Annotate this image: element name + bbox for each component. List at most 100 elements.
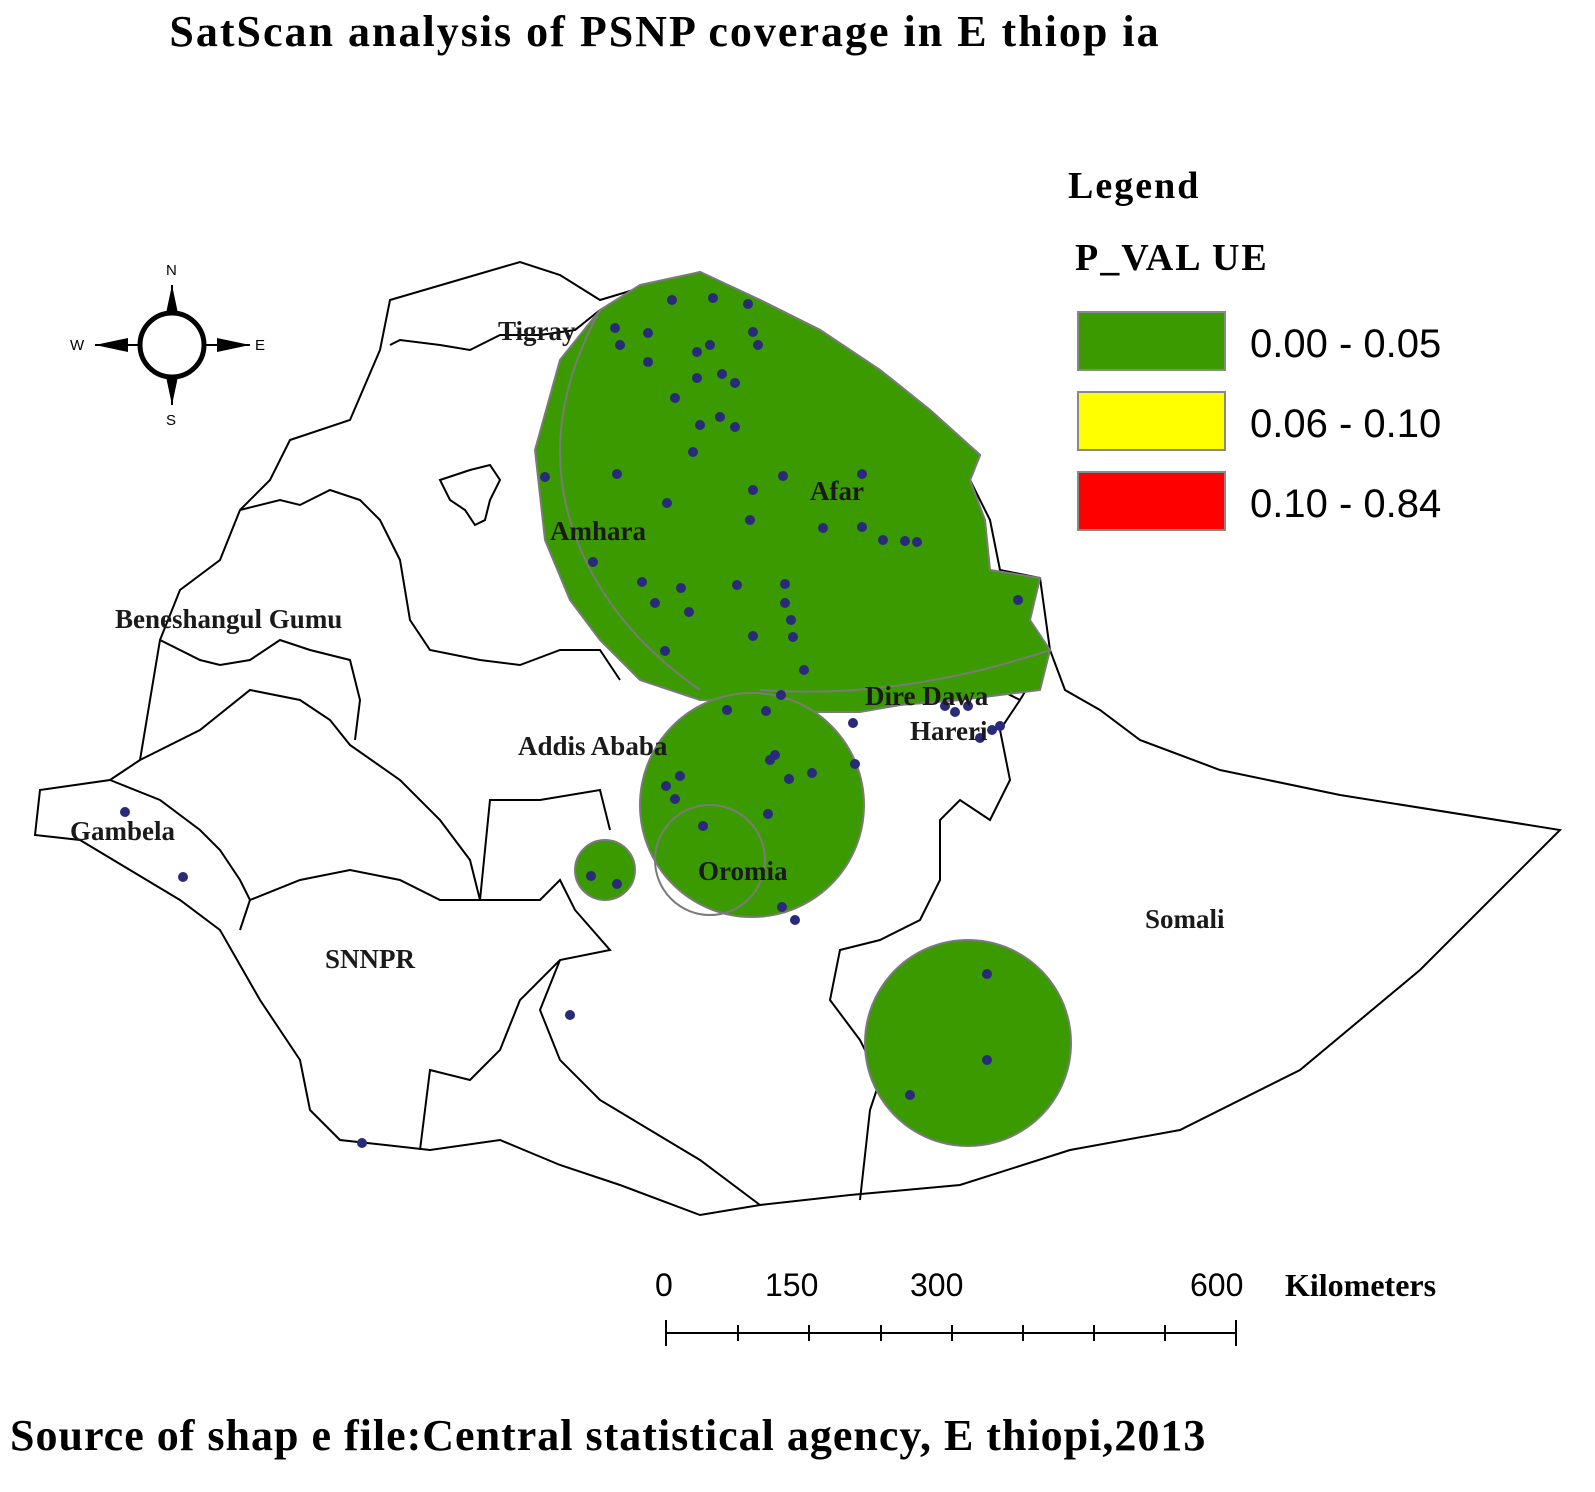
study-point [745, 515, 755, 525]
cluster-small-west [574, 839, 636, 901]
tigray-border [389, 309, 601, 352]
cluster-central-inner [654, 804, 766, 916]
legend-field: P_VAL UE [1075, 237, 1269, 279]
study-point [799, 665, 809, 675]
study-point [763, 809, 773, 819]
legend-label-0: 0.00 - 0.05 [1250, 322, 1441, 366]
study-point [708, 293, 718, 303]
oromia-south-border [538, 959, 761, 1206]
study-point [676, 583, 686, 593]
legend-heading: Legend [1068, 165, 1200, 207]
study-point [818, 523, 828, 533]
study-point [540, 472, 550, 482]
legend-swatch-0 [1077, 311, 1226, 371]
compass-rose-icon: N S E W [70, 262, 265, 429]
study-point [900, 536, 910, 546]
label-benishangul: Beneshangul Gumu [115, 604, 342, 634]
study-point [730, 378, 740, 388]
region-labels: Tigray Afar Amhara Beneshangul Gumu Addi… [70, 316, 1225, 974]
study-point [565, 1010, 575, 1020]
study-point [612, 469, 622, 479]
label-oromia: Oromia [698, 856, 788, 886]
study-point [610, 323, 620, 333]
label-afar: Afar [810, 476, 864, 506]
study-point [940, 701, 950, 711]
study-point [698, 821, 708, 831]
study-point [715, 412, 725, 422]
study-point [695, 420, 705, 430]
study-point [975, 733, 985, 743]
study-point [765, 755, 775, 765]
study-point [120, 807, 130, 817]
label-somali: Somali [1145, 904, 1225, 934]
legend-label-2: 0.10 - 0.84 [1250, 482, 1441, 526]
study-point [637, 577, 647, 587]
study-point [982, 969, 992, 979]
label-addis: Addis Ababa [518, 731, 668, 761]
study-point [650, 598, 660, 608]
label-gambela: Gambela [70, 816, 175, 846]
study-point [732, 580, 742, 590]
study-points [120, 293, 1023, 1148]
study-point [807, 768, 817, 778]
cluster-north [533, 270, 1052, 713]
study-point [692, 373, 702, 383]
benishangul-border [159, 638, 362, 741]
study-point [643, 357, 653, 367]
study-point [790, 915, 800, 925]
study-point [848, 718, 858, 728]
gambela-border [109, 779, 252, 931]
study-point [786, 615, 796, 625]
study-point [717, 369, 727, 379]
study-point [776, 690, 786, 700]
study-point [748, 485, 758, 495]
study-point [670, 393, 680, 403]
study-point [586, 871, 596, 881]
study-point [705, 340, 715, 350]
study-point [905, 1090, 915, 1100]
scale-tick-300: 300 [910, 1267, 963, 1303]
study-point [662, 498, 672, 508]
study-point [612, 879, 622, 889]
label-amhara: Amhara [550, 516, 646, 546]
cluster-southeast [864, 939, 1072, 1147]
study-point [743, 299, 753, 309]
cluster-north-lower-arc [759, 649, 1051, 693]
cluster-north-inner-arc [559, 309, 701, 691]
scale-bar: 0 150 300 600 Kilometers [655, 1267, 1436, 1346]
legend-label-1: 0.06 - 0.10 [1250, 402, 1441, 446]
compass-south: S [166, 412, 176, 429]
study-point [661, 781, 671, 791]
study-point [777, 902, 787, 912]
label-harari: Hareri [910, 716, 988, 746]
study-point [761, 706, 771, 716]
study-point [588, 557, 598, 567]
scale-tick-600: 600 [1190, 1267, 1243, 1303]
study-point [722, 705, 732, 715]
study-point [753, 340, 763, 350]
compass-north: N [166, 262, 177, 279]
map-title: SatScan analysis of PSNP coverage in E t… [169, 7, 1161, 56]
study-point [982, 1055, 992, 1065]
study-point [784, 774, 794, 784]
study-point [643, 328, 653, 338]
label-snnpr: SNNPR [325, 944, 416, 974]
study-point [857, 469, 867, 479]
compass-east: E [255, 337, 265, 354]
study-point [987, 725, 997, 735]
study-point [692, 347, 702, 357]
scale-tick-0: 0 [655, 1267, 673, 1303]
study-point [660, 646, 670, 656]
cluster-central [639, 692, 865, 918]
study-point [963, 701, 973, 711]
study-point [178, 872, 188, 882]
scale-tick-150: 150 [765, 1267, 818, 1303]
study-point [730, 422, 740, 432]
study-point [857, 522, 867, 532]
study-point [778, 471, 788, 481]
legend: Legend P_VAL UE 0.00 - 0.05 0.06 - 0.10 0.… [1068, 165, 1441, 531]
study-point [912, 537, 922, 547]
snnpr-north-border [249, 868, 612, 1151]
study-point [748, 327, 758, 337]
addis-inset [438, 463, 502, 527]
